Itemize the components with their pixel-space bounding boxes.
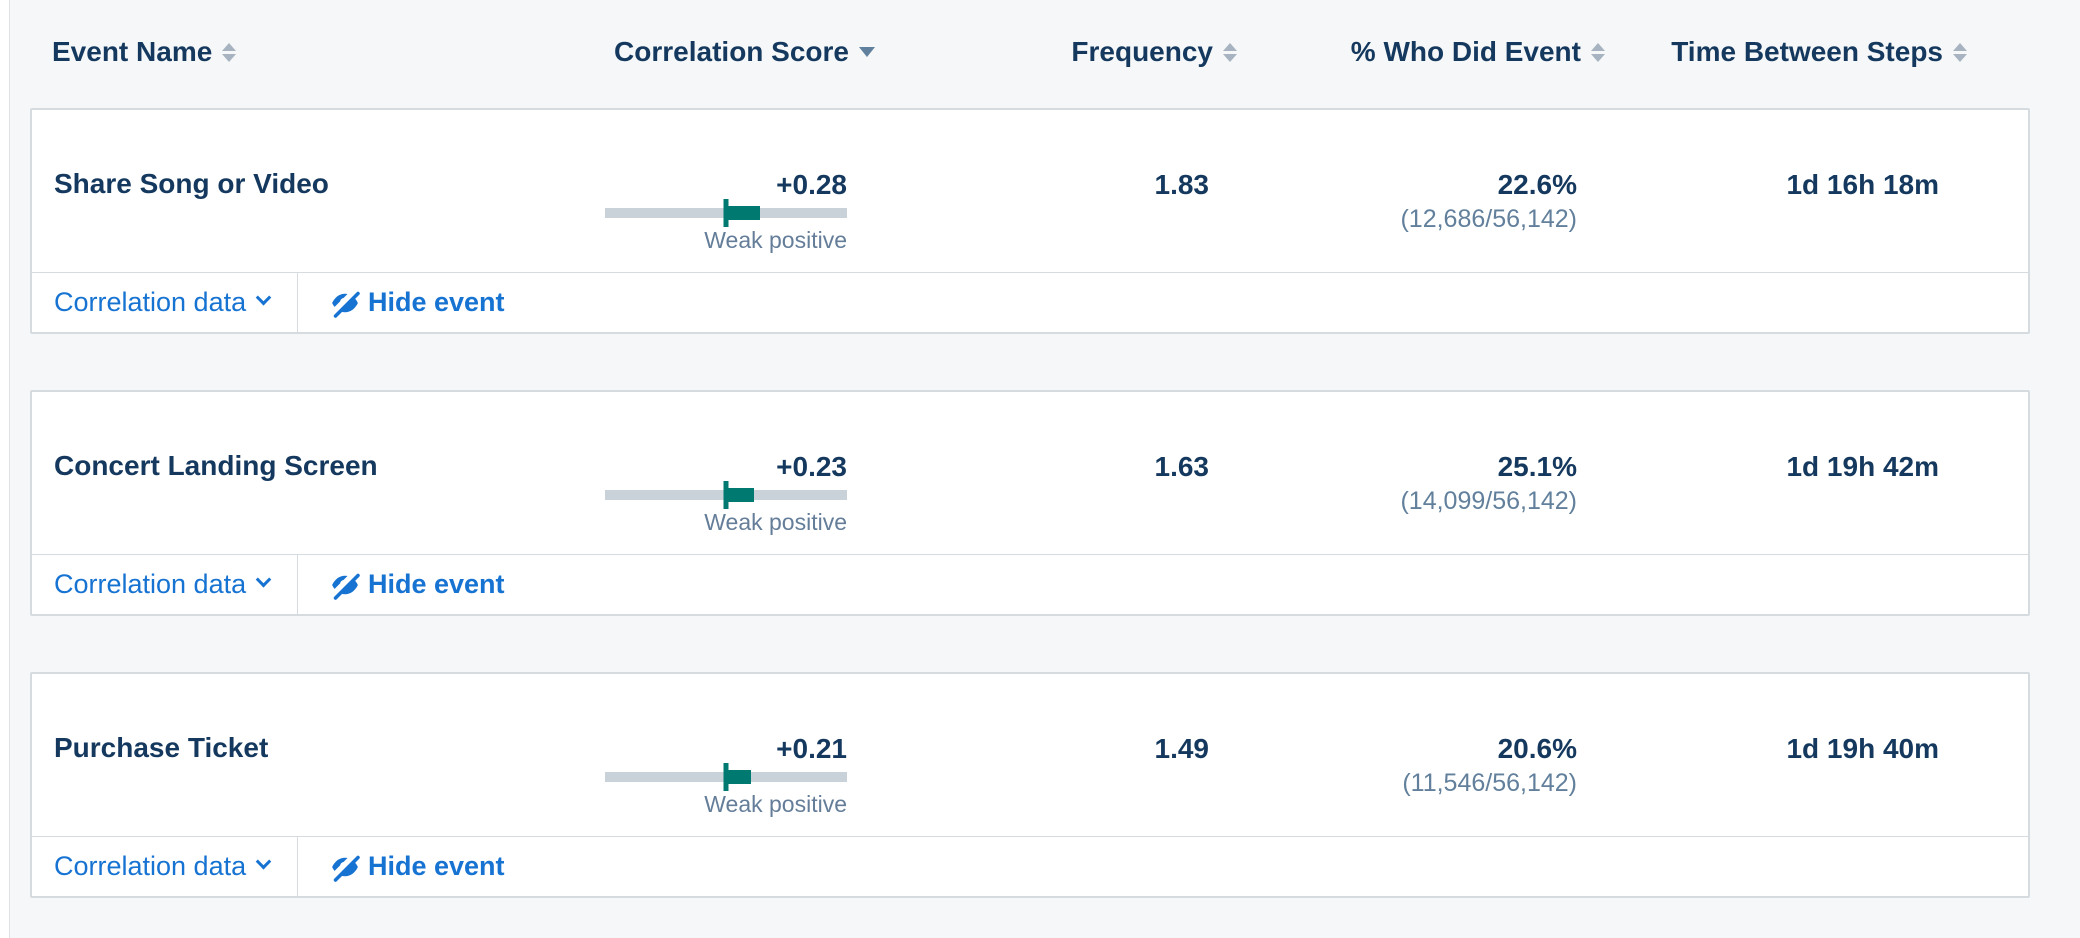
hide-event-button[interactable]: Hide event [330,569,505,600]
hide-event-cell: Hide event [298,273,505,332]
frequency-value: 1.49 [1154,733,1210,764]
event-row-card: Concert Landing Screen +0.23 Weak positi… [30,390,2030,616]
eye-off-icon [330,287,360,318]
eye-off-icon [330,851,360,882]
frequency-value: 1.63 [1154,451,1210,482]
correlation-score-cell: +0.23 Weak positive [554,392,847,536]
correlation-bar [605,199,847,227]
pct-who-did-cell: 20.6% (11,546/56,142) [1209,674,1577,798]
event-row-card: Purchase Ticket +0.21 Weak positive 1.49… [30,672,2030,898]
correlation-value: +0.28 [776,169,847,200]
hide-event-label: Hide event [368,851,505,881]
time-between-value: 1d 16h 18m [1786,169,1939,200]
pct-who-did-fraction: (11,546/56,142) [1402,769,1577,797]
hide-event-button[interactable]: Hide event [330,851,505,882]
column-label: Time Between Steps [1671,36,1943,67]
hide-event-label: Hide event [368,569,505,599]
left-panel-edge [0,0,10,938]
time-between-value: 1d 19h 40m [1786,733,1939,764]
event-row: Purchase Ticket +0.21 Weak positive 1.49… [32,674,2028,836]
correlation-bar [605,763,847,791]
event-row: Share Song or Video +0.28 Weak positive … [32,110,2028,272]
sort-icon [1953,42,1967,62]
correlation-data-label: Correlation data [54,851,247,881]
correlation-strength-label: Weak positive [704,791,847,817]
sort-icon [222,42,237,62]
time-between-value: 1d 19h 42m [1786,451,1939,482]
sort-desc-icon [859,47,875,57]
correlation-value: +0.21 [776,733,847,764]
hide-event-button[interactable]: Hide event [330,287,505,318]
correlation-bar-fill [726,770,752,784]
event-row-actions: Correlation data Hide event [32,554,2028,614]
frequency-value: 1.83 [1154,169,1210,200]
column-header-frequency[interactable]: Frequency [845,22,1237,68]
event-name: Purchase Ticket [54,732,269,763]
column-header-event-name[interactable]: Event Name [52,22,552,68]
correlation-data-cell: Correlation data [32,273,298,332]
chevron-down-icon [255,289,272,306]
pct-who-did-cell: 22.6% (12,686/56,142) [1209,110,1577,234]
correlation-bar-center-tick [723,763,729,791]
table-header-row: Event Name Correlation Score Frequency %… [30,22,2030,108]
column-header-pct-who-did-event[interactable]: % Who Did Event [1207,22,1605,68]
correlation-data-button[interactable]: Correlation data [54,569,272,600]
pct-who-did-fraction: (12,686/56,142) [1400,205,1577,233]
sort-icon [1223,42,1237,62]
hide-event-cell: Hide event [298,837,505,896]
column-header-correlation-score[interactable]: Correlation Score [552,22,875,68]
pct-who-did-fraction: (14,099/56,142) [1400,487,1577,515]
correlation-score-cell: +0.28 Weak positive [554,110,847,254]
pct-who-did-value: 20.6% [1497,733,1577,764]
hide-event-label: Hide event [368,287,505,317]
chevron-down-icon [255,853,272,870]
correlation-data-cell: Correlation data [32,555,298,614]
correlation-data-label: Correlation data [54,287,247,317]
correlation-strength-label: Weak positive [704,509,847,535]
event-row-actions: Correlation data Hide event [32,836,2028,896]
correlation-bar-fill [726,488,754,502]
sort-icon [1591,42,1605,62]
correlation-data-cell: Correlation data [32,837,298,896]
column-label: Event Name [52,36,213,67]
column-header-time-between-steps[interactable]: Time Between Steps [1575,22,1967,68]
correlation-bar [605,481,847,509]
correlation-data-label: Correlation data [54,569,247,599]
chevron-down-icon [255,571,272,588]
event-card-list: Share Song or Video +0.28 Weak positive … [0,108,2080,898]
pct-who-did-cell: 25.1% (14,099/56,142) [1209,392,1577,516]
correlation-bar-fill [726,206,760,220]
eye-off-icon [330,569,360,600]
event-row-actions: Correlation data Hide event [32,272,2028,332]
column-label: % Who Did Event [1350,36,1581,67]
correlation-bar-center-tick [723,199,729,227]
correlation-score-cell: +0.21 Weak positive [554,674,847,818]
event-row: Concert Landing Screen +0.23 Weak positi… [32,392,2028,554]
column-label: Frequency [1071,36,1213,67]
column-label: Correlation Score [614,36,849,67]
event-row-card: Share Song or Video +0.28 Weak positive … [30,108,2030,334]
event-name: Share Song or Video [54,168,329,199]
correlation-value: +0.23 [776,451,847,482]
correlation-data-button[interactable]: Correlation data [54,851,272,882]
pct-who-did-value: 25.1% [1497,451,1577,482]
correlation-data-button[interactable]: Correlation data [54,287,272,318]
correlation-bar-center-tick [723,481,729,509]
pct-who-did-value: 22.6% [1497,169,1577,200]
correlation-strength-label: Weak positive [704,227,847,253]
event-name: Concert Landing Screen [54,450,378,481]
hide-event-cell: Hide event [298,555,505,614]
